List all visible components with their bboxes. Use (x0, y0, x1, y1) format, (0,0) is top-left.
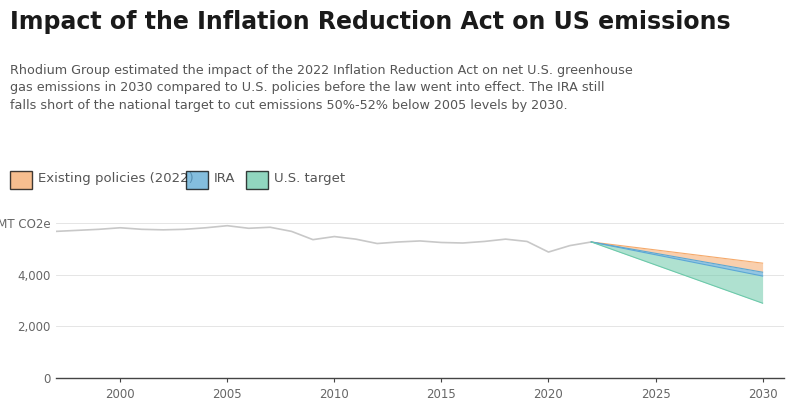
Text: Existing policies (2022): Existing policies (2022) (38, 172, 194, 185)
Text: Impact of the Inflation Reduction Act on US emissions: Impact of the Inflation Reduction Act on… (10, 10, 730, 34)
Text: U.S. target: U.S. target (274, 172, 345, 185)
Text: Rhodium Group estimated the impact of the 2022 Inflation Reduction Act on net U.: Rhodium Group estimated the impact of th… (10, 64, 632, 112)
Text: IRA: IRA (214, 172, 235, 185)
